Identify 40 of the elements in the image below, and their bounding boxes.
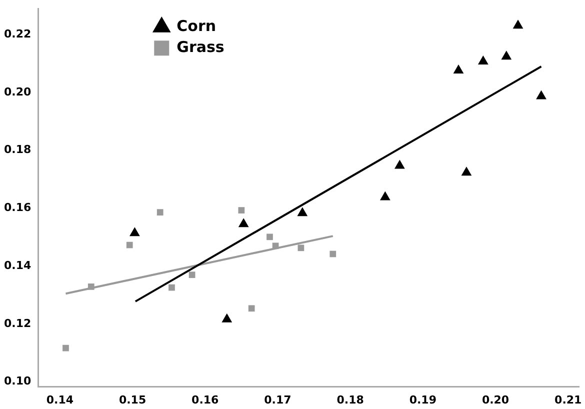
legend-label: Grass (176, 38, 224, 56)
point (330, 250, 336, 258)
y-tick-label: 0.18 (4, 143, 32, 156)
point (453, 64, 464, 74)
point (188, 272, 196, 278)
x-tick-label: 0.21 (554, 393, 582, 406)
point (88, 284, 94, 290)
y-tick-label: 0.14 (4, 258, 32, 272)
x-tick-label: 0.15 (118, 393, 146, 406)
point (272, 242, 279, 250)
y-tick-label: 0.12 (4, 316, 32, 330)
y-tick-label: 0.20 (4, 85, 32, 98)
point (297, 207, 308, 216)
point (168, 284, 175, 291)
point (478, 56, 488, 65)
point (380, 191, 390, 200)
y-tick-label: 0.10 (4, 374, 32, 388)
x-tick-label: 0.18 (336, 393, 364, 406)
point (130, 227, 140, 236)
x-tick-label: 0.17 (264, 393, 292, 406)
point (248, 305, 255, 312)
point (62, 344, 69, 352)
point (238, 207, 245, 214)
point (536, 90, 546, 100)
point (298, 244, 304, 252)
point (238, 218, 249, 228)
x-tick-label: 0.16 (192, 393, 220, 406)
y-tick-label: 0.16 (4, 201, 32, 214)
x-tick-label: 0.19 (409, 393, 436, 406)
y-tick-label: 0.22 (4, 28, 32, 40)
point (266, 234, 273, 240)
point (156, 209, 164, 216)
point (394, 160, 405, 169)
x-tick-label: 0.20 (482, 393, 510, 406)
point (501, 50, 512, 60)
x-tick-label: 0.14 (46, 393, 74, 406)
point (126, 242, 133, 248)
point (461, 166, 472, 176)
legend-label: Corn (176, 16, 216, 35)
point (512, 20, 524, 29)
